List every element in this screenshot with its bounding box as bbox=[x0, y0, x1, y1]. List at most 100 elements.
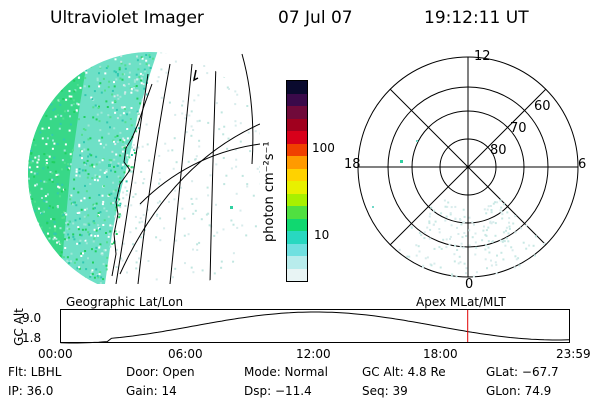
emission-pixel bbox=[76, 212, 79, 215]
emission-pixel bbox=[79, 71, 82, 74]
emission-pixel bbox=[121, 73, 124, 76]
emission-pixel bbox=[38, 119, 41, 122]
emission-pixel bbox=[184, 262, 186, 265]
emission-pixel bbox=[70, 260, 72, 263]
emission-pixel bbox=[131, 48, 133, 50]
emission-pixel bbox=[114, 46, 116, 48]
emission-pixel bbox=[43, 49, 45, 51]
emission-pixel bbox=[443, 199, 446, 202]
colorbar-segment bbox=[287, 131, 307, 144]
emission-pixel bbox=[131, 166, 134, 169]
emission-pixel bbox=[196, 243, 199, 246]
emission-pixel bbox=[118, 216, 121, 219]
emission-pixel bbox=[135, 250, 138, 252]
emission-pixel bbox=[83, 85, 86, 88]
emission-pixel bbox=[75, 168, 78, 171]
grid-mark bbox=[192, 69, 199, 82]
emission-pixel bbox=[45, 163, 47, 166]
emission-pixel bbox=[45, 52, 48, 53]
emission-pixel bbox=[58, 98, 61, 101]
emission-pixel bbox=[89, 273, 92, 276]
geographic-image-panel bbox=[20, 46, 260, 284]
emission-pixel bbox=[449, 212, 452, 215]
emission-pixel bbox=[236, 261, 239, 263]
emission-pixel bbox=[114, 230, 117, 233]
emission-pixel bbox=[64, 152, 67, 155]
emission-pixel bbox=[120, 60, 123, 63]
emission-pixel bbox=[148, 56, 151, 58]
emission-pixel bbox=[68, 236, 70, 239]
emission-pixel bbox=[94, 104, 97, 107]
emission-pixel bbox=[60, 70, 63, 73]
emission-pixel bbox=[29, 86, 32, 89]
emission-pixel bbox=[95, 246, 98, 249]
emission-pixel bbox=[61, 72, 64, 75]
emission-pixel bbox=[98, 85, 101, 88]
emission-pixel bbox=[48, 205, 51, 208]
emission-pixel bbox=[129, 48, 131, 50]
emission-pixel bbox=[44, 79, 47, 82]
emission-pixel bbox=[90, 96, 93, 99]
emission-pixel bbox=[158, 172, 161, 174]
emission-pixel bbox=[462, 208, 465, 211]
emission-pixel bbox=[20, 272, 22, 274]
emission-pixel bbox=[126, 113, 128, 116]
emission-pixel bbox=[398, 248, 401, 251]
colorbar-unit-label: photon cm⁻²s⁻¹ bbox=[262, 141, 277, 242]
emission-pixel bbox=[70, 56, 73, 59]
emission-pixel bbox=[89, 275, 92, 278]
emission-pixel bbox=[253, 245, 256, 248]
emission-pixel bbox=[32, 125, 35, 128]
emission-pixel bbox=[39, 78, 42, 81]
emission-pixel bbox=[171, 149, 174, 152]
emission-pixel bbox=[24, 80, 26, 82]
emission-pixel bbox=[429, 228, 432, 231]
emission-pixel bbox=[124, 84, 126, 87]
emission-pixel bbox=[117, 162, 120, 165]
emission-pixel bbox=[45, 162, 48, 165]
emission-pixel bbox=[41, 77, 44, 80]
emission-pixel bbox=[111, 55, 114, 58]
emission-pixel bbox=[228, 88, 230, 90]
emission-pixel bbox=[87, 138, 90, 141]
mlt-label-12: 12 bbox=[474, 49, 491, 64]
emission-pixel bbox=[155, 278, 158, 281]
emission-pixel bbox=[185, 131, 188, 134]
emission-pixel bbox=[114, 215, 117, 218]
emission-pixel bbox=[430, 264, 433, 267]
emission-pixel bbox=[106, 175, 108, 178]
emission-pixel bbox=[22, 225, 24, 227]
emission-pixel bbox=[141, 98, 144, 101]
emission-pixel bbox=[500, 206, 503, 209]
emission-pixel bbox=[90, 65, 93, 68]
emission-pixel bbox=[463, 262, 466, 265]
altitude-curve bbox=[60, 311, 570, 344]
emission-pixel bbox=[98, 246, 101, 249]
emission-pixel bbox=[105, 264, 108, 267]
emission-pixel bbox=[490, 211, 493, 214]
emission-pixel bbox=[60, 168, 63, 171]
emission-pixel bbox=[42, 64, 45, 67]
emission-pixel bbox=[254, 225, 257, 228]
emission-pixel bbox=[113, 81, 115, 84]
emission-pixel bbox=[86, 207, 88, 210]
emission-pixel bbox=[59, 279, 62, 282]
emission-pixel bbox=[63, 161, 66, 164]
emission-pixel bbox=[490, 264, 493, 267]
emission-pixel bbox=[236, 93, 239, 96]
emission-pixel bbox=[217, 59, 220, 62]
emission-pixel bbox=[99, 211, 102, 214]
emission-pixel bbox=[39, 131, 42, 134]
emission-pixel bbox=[141, 220, 144, 223]
emission-pixel bbox=[87, 57, 90, 60]
emission-pixel bbox=[70, 46, 72, 48]
emission-pixel bbox=[246, 105, 249, 107]
emission-pixel bbox=[110, 159, 113, 162]
emission-pixel bbox=[96, 77, 99, 80]
emission-pixel bbox=[207, 194, 210, 197]
emission-pixel bbox=[35, 96, 38, 99]
timeline-ytick-bottom: 1.8 bbox=[22, 331, 42, 345]
emission-pixel bbox=[69, 198, 72, 201]
emission-pixel bbox=[114, 111, 117, 114]
emission-pixel bbox=[101, 194, 104, 197]
